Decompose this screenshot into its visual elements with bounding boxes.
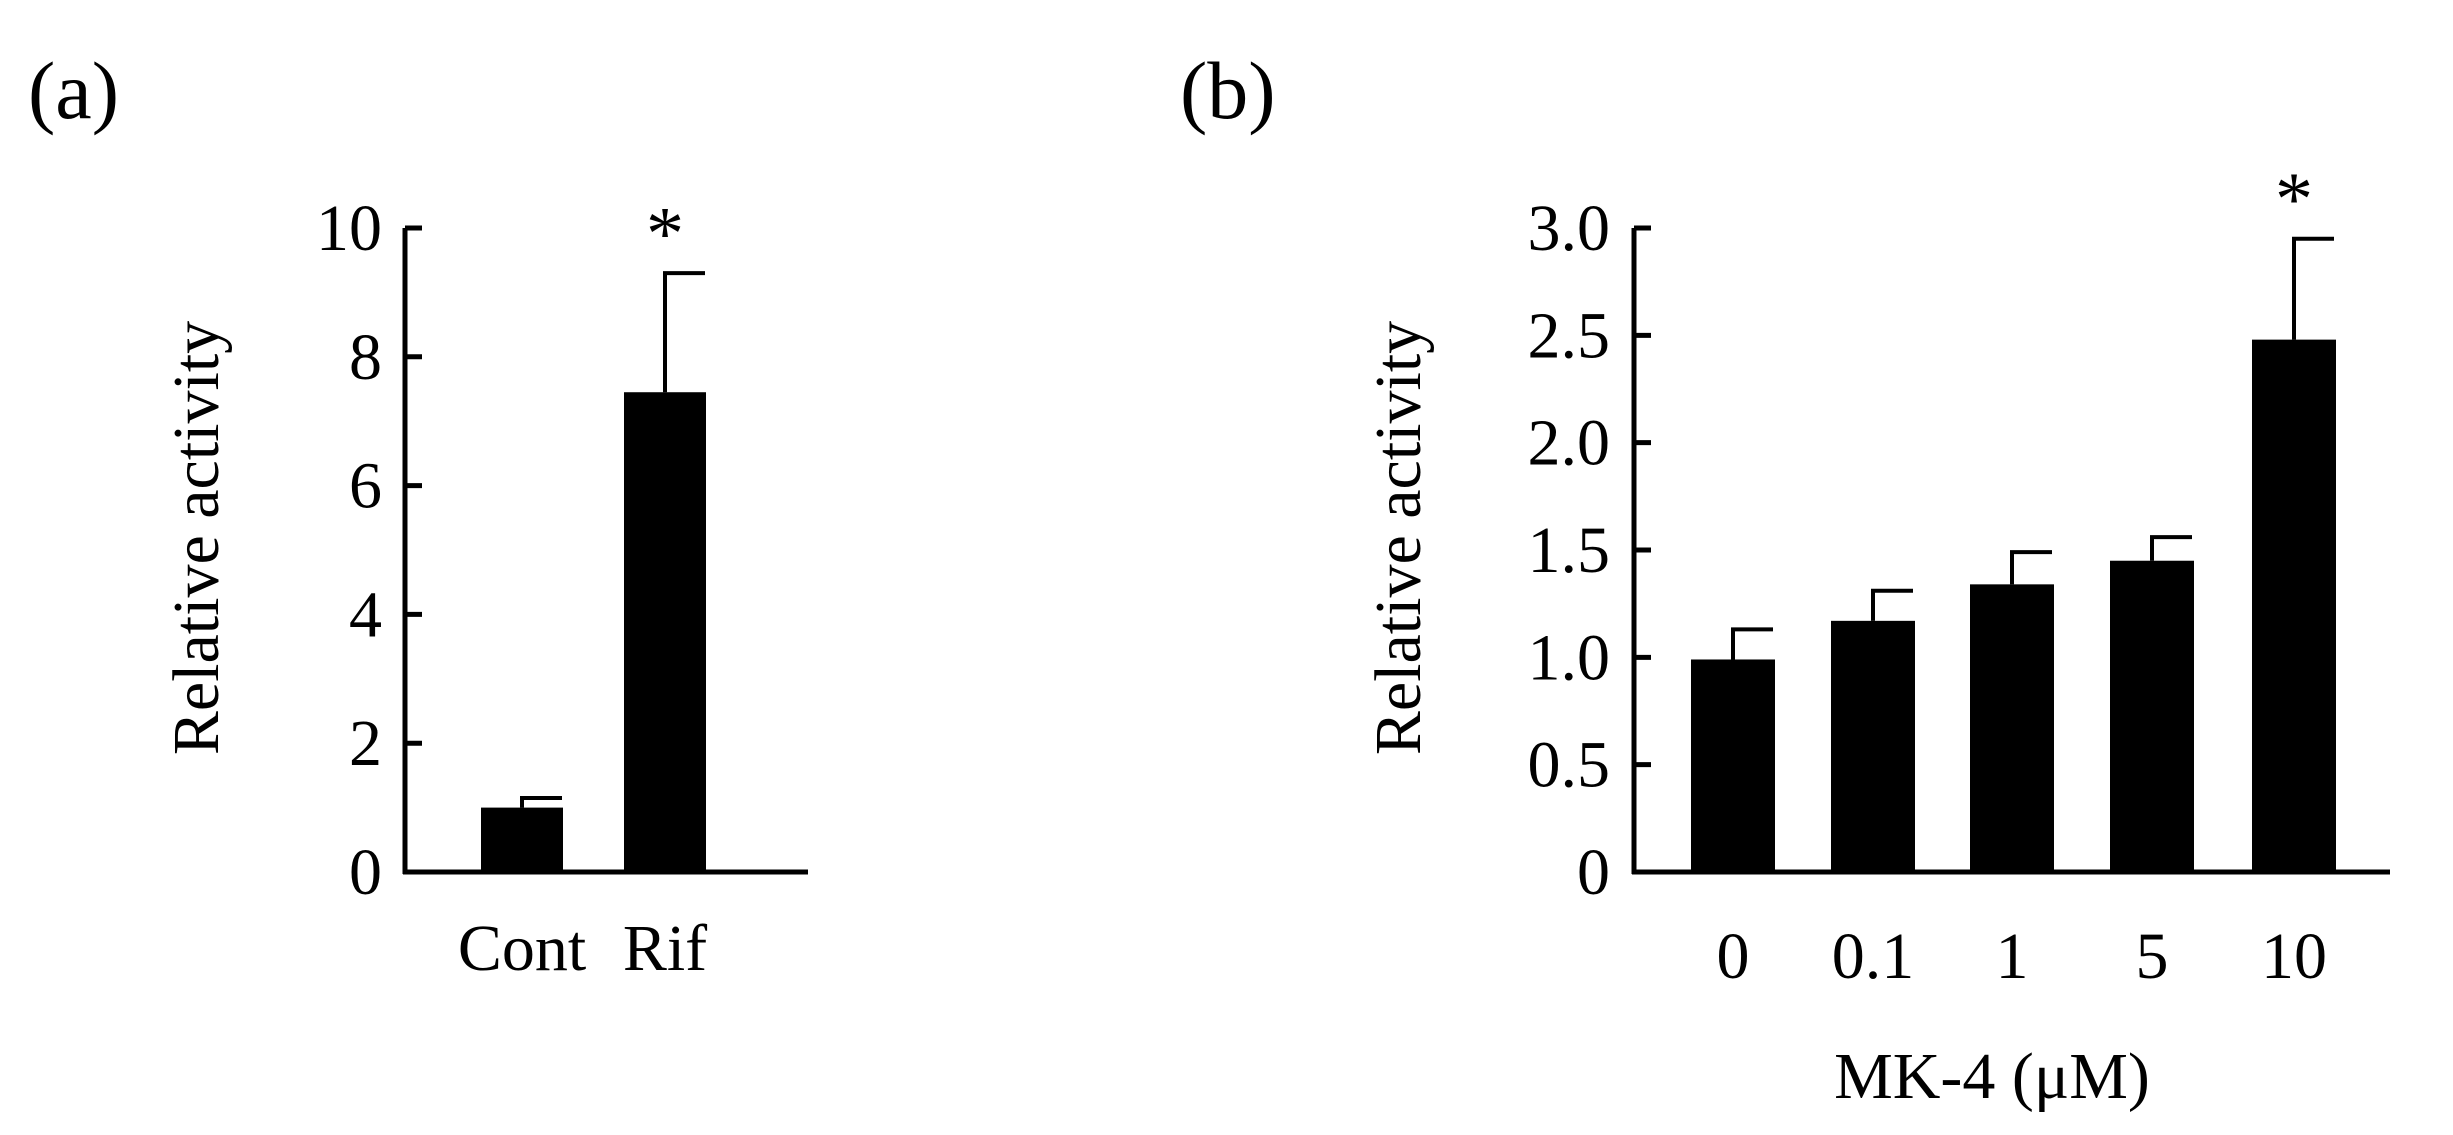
bar-b — [1691, 659, 1775, 872]
y-tick-label-a: 8 — [349, 321, 382, 394]
bar-b — [2110, 560, 2194, 872]
y-tick-label-b: 3.0 — [1528, 192, 1611, 265]
x-tick-label-b: 5 — [2136, 920, 2169, 993]
y-tick-label-a: 10 — [316, 192, 382, 265]
y-tick-label-b: 0.5 — [1528, 729, 1611, 802]
x-axis-title-b: MK-4 (μM) — [1834, 1040, 2150, 1113]
y-tick-label-b: 2.0 — [1528, 407, 1611, 480]
y-tick-label-a: 2 — [349, 707, 382, 780]
y-axis-title-b: Relative activity — [1362, 321, 1435, 755]
y-tick-label-b: 1.5 — [1528, 514, 1611, 587]
significance-marker-b: * — [2275, 158, 2313, 242]
chart-panel-a: (a) Relative activity 0 2 4 6 8 10 Cont Rif * — [28, 45, 808, 985]
chart-panel-b: (b) Relative activity MK-4 (μM) 0 0.5 1.0 1… — [1180, 45, 2390, 1113]
y-tick-label-b: 1.0 — [1528, 621, 1611, 694]
y-tick-label-a: 0 — [349, 836, 382, 909]
panel-label-a: (a) — [28, 45, 119, 136]
x-tick-label-b: 0 — [1717, 920, 1750, 993]
bar-a — [481, 807, 563, 872]
x-tick-label-b: 1 — [1996, 920, 2029, 993]
x-tick-label-b: 0.1 — [1832, 920, 1915, 993]
x-tick-label-a: Cont — [458, 912, 586, 985]
significance-marker-a: * — [646, 192, 684, 276]
bar-a — [624, 392, 706, 872]
y-tick-label-a: 6 — [349, 450, 382, 523]
bar-b — [2252, 339, 2336, 872]
bar-b — [1970, 584, 2054, 872]
y-tick-label-a: 4 — [349, 578, 382, 651]
y-tick-label-b: 0 — [1577, 836, 1610, 909]
y-axis-title-a: Relative activity — [160, 321, 233, 755]
panel-label-b: (b) — [1180, 45, 1276, 136]
bar-b — [1831, 620, 1915, 872]
x-tick-label-a: Rif — [623, 912, 707, 985]
y-tick-label-b: 2.5 — [1528, 299, 1611, 372]
x-tick-label-b: 10 — [2261, 920, 2327, 993]
